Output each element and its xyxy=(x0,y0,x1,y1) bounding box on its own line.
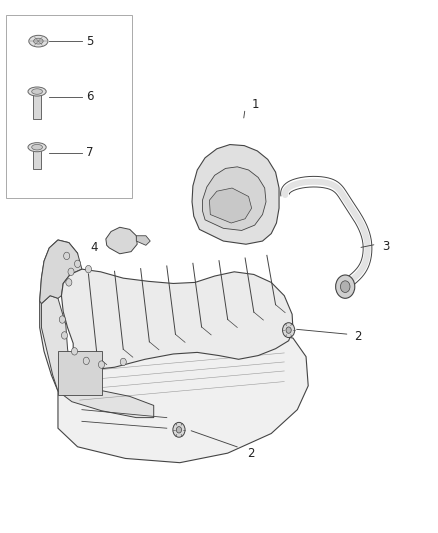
FancyBboxPatch shape xyxy=(33,92,41,119)
Polygon shape xyxy=(106,227,137,254)
Polygon shape xyxy=(40,240,82,304)
Text: 2: 2 xyxy=(247,447,255,459)
Polygon shape xyxy=(209,188,252,223)
Circle shape xyxy=(83,357,89,365)
Circle shape xyxy=(85,265,92,273)
Text: 7: 7 xyxy=(86,146,94,159)
Polygon shape xyxy=(136,236,150,245)
Circle shape xyxy=(74,260,81,268)
FancyBboxPatch shape xyxy=(58,351,102,395)
FancyBboxPatch shape xyxy=(33,147,41,169)
Circle shape xyxy=(66,279,72,286)
Circle shape xyxy=(64,252,70,260)
Circle shape xyxy=(59,316,65,323)
Polygon shape xyxy=(42,296,154,418)
Text: 1: 1 xyxy=(252,98,259,111)
Ellipse shape xyxy=(32,89,42,94)
FancyBboxPatch shape xyxy=(6,14,132,198)
Ellipse shape xyxy=(32,144,42,150)
Ellipse shape xyxy=(29,35,48,47)
Text: 5: 5 xyxy=(86,35,94,47)
Circle shape xyxy=(71,348,78,355)
Ellipse shape xyxy=(34,38,43,44)
Circle shape xyxy=(177,426,182,433)
Polygon shape xyxy=(192,144,279,244)
Circle shape xyxy=(340,281,350,293)
Circle shape xyxy=(286,327,291,333)
Circle shape xyxy=(336,275,355,298)
Polygon shape xyxy=(40,240,308,463)
Polygon shape xyxy=(202,167,266,230)
Text: 2: 2 xyxy=(354,330,361,343)
Text: 4: 4 xyxy=(91,241,98,254)
Circle shape xyxy=(120,358,126,366)
Circle shape xyxy=(68,268,74,276)
Ellipse shape xyxy=(28,143,46,152)
Ellipse shape xyxy=(28,87,46,96)
Circle shape xyxy=(99,361,105,368)
Text: 3: 3 xyxy=(382,240,389,253)
Circle shape xyxy=(173,422,185,437)
Polygon shape xyxy=(61,269,293,370)
Circle shape xyxy=(283,322,295,337)
Text: 6: 6 xyxy=(86,90,94,103)
Circle shape xyxy=(61,332,67,339)
